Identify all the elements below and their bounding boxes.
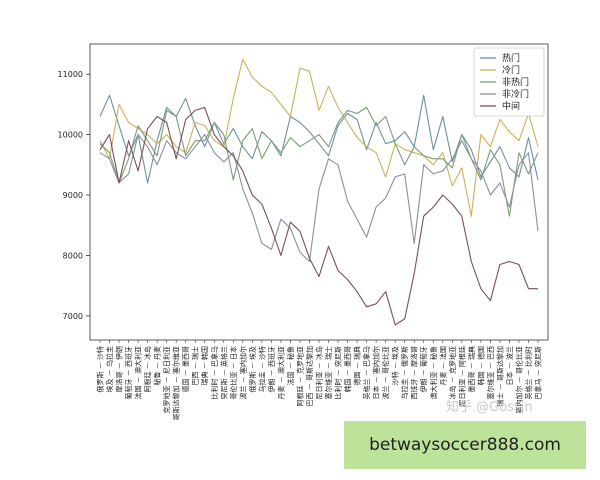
x-tick-label: 克罗地亚 － 尼日利亚 (162, 346, 171, 413)
y-tick-label: 7000 (63, 312, 83, 321)
x-tick-label: 日本 － 塞内加尔 (372, 346, 381, 399)
watermark-text: 知乎 @Gossin (446, 400, 533, 415)
x-tick-label: 瑞典 － 韩国 (200, 346, 209, 385)
x-tick-label: 葡萄牙 － 西班牙 (124, 346, 133, 399)
y-axis: 7000 8000 9000 10000 11000 (58, 70, 90, 321)
legend-box (473, 47, 545, 117)
x-tick-label: 德国 － 墨西哥 (181, 346, 190, 392)
x-tick-label: 比利时 － 突尼斯 (334, 346, 343, 399)
legend-label: 非热门 (502, 76, 529, 88)
x-tick-label: 德国 － 瑞典 (353, 346, 362, 385)
x-tick-label: 法国 － 秘鲁 (286, 346, 295, 385)
x-tick-label: 塞尔维亚 － 巴西 (486, 346, 495, 399)
x-tick-label: 伊朗 － 葡萄牙 (419, 346, 428, 392)
x-tick-label: 突尼斯 － 英格兰 (219, 346, 228, 399)
x-tick-label: 冰岛 － 克罗地亚 (448, 346, 457, 399)
x-tick-label: 法国 － 澳大利亚 (134, 346, 143, 399)
series-line-2 (99, 106, 539, 217)
x-tick-label: 哥伦比亚 － 日本 (229, 346, 238, 399)
x-tick-label: 英格兰 － 巴拿马 (362, 346, 371, 399)
x-tick-label: 塞内加尔 － 哥伦比亚 (514, 346, 523, 413)
x-tick-label: 波兰 － 哥伦比亚 (381, 346, 390, 399)
x-tick-label: 瑞士 － 哥斯达黎加 (495, 346, 504, 406)
series-layer (99, 58, 539, 326)
legend-label: 中间 (502, 100, 520, 112)
legend-label: 冷门 (502, 64, 520, 76)
x-tick-label: 巴拿马 － 突尼斯 (534, 346, 543, 399)
x-tick-label: 巴西 － 瑞士 (191, 346, 200, 385)
x-tick-label: 塞尔维亚 － 瑞士 (324, 346, 333, 399)
y-tick-label: 11000 (58, 70, 83, 79)
x-tick-label: 阿根廷 － 克罗地亚 (295, 346, 304, 406)
x-tick-label: 日本 － 波兰 (505, 346, 514, 385)
x-tick-label: 伊朗 － 西班牙 (267, 346, 276, 392)
x-tick-label: 韩国 － 德国 (476, 346, 485, 385)
x-tick-label: 阿根廷 － 冰岛 (143, 346, 152, 392)
x-tick-label: 比利时 － 巴拿马 (210, 346, 219, 399)
x-tick-label: 尼日利亚 － 冰岛 (315, 346, 324, 399)
y-tick-label: 8000 (63, 251, 83, 260)
legend-label: 非冷门 (502, 88, 529, 100)
x-tick-label: 乌拉圭 － 俄罗斯 (400, 346, 409, 399)
x-tick-label: 韩国 － 墨西哥 (343, 346, 352, 392)
x-tick-label: 丹麦 － 澳大利亚 (276, 346, 285, 399)
x-tick-label: 丹麦 － 法国 (438, 346, 447, 385)
series-line-1 (99, 58, 539, 217)
x-tick-label: 哥斯达黎加 － 塞尔维亚 (172, 346, 181, 420)
x-tick-label: 尼日利亚 － 阿根廷 (457, 346, 466, 406)
x-tick-label: 俄罗斯 － 埃及 (248, 346, 257, 392)
x-tick-label: 波兰 － 塞内加尔 (238, 346, 247, 399)
series-line-0 (99, 94, 539, 184)
legend-label: 热门 (502, 52, 520, 64)
x-tick-label: 墨西哥 － 瑞典 (467, 346, 476, 392)
x-axis: 俄罗斯 － 沙特 埃及 － 乌拉圭 摩洛哥 － 伊朗 葡萄牙 － 西班牙 法国 － 澳大… (96, 340, 543, 420)
x-tick-label: 巴西 － 哥斯达黎加 (305, 346, 314, 406)
x-tick-label: 俄罗斯 － 沙特 (96, 346, 105, 392)
series-line-4 (99, 106, 538, 326)
x-tick-label: 英格兰 － 比利时 (524, 346, 533, 399)
x-tick-label: 秘鲁 － 丹麦 (153, 346, 162, 385)
x-tick-label: 摩洛哥 － 伊朗 (115, 346, 124, 392)
x-tick-label: 乌拉圭 － 沙特 (257, 346, 266, 392)
y-tick-label: 10000 (58, 131, 83, 140)
x-tick-label: 澳大利亚 － 秘鲁 (429, 346, 438, 399)
site-banner[interactable]: betwaysoccer888.com (344, 421, 586, 469)
x-tick-label: 沙特 － 埃及 (391, 346, 400, 385)
y-tick-label: 9000 (63, 191, 83, 200)
x-tick-label: 西班牙 － 摩洛哥 (410, 346, 419, 399)
x-tick-label: 埃及 － 乌拉圭 (105, 346, 114, 392)
